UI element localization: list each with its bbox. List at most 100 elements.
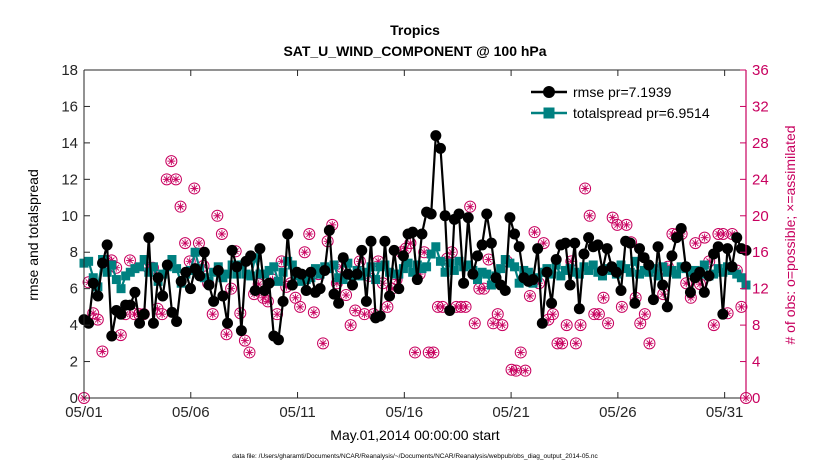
obs-count-point [464,200,477,213]
rmse-point [509,228,521,240]
totalspread-point [584,265,594,275]
rmse-point [194,270,206,282]
rmse-point [180,266,192,278]
obs-count-point [523,289,536,302]
obs-count-point [569,337,582,350]
obs-count-point [707,319,720,332]
totalspread-point [486,280,496,290]
obs-count-point [169,173,182,186]
rmse-point [634,243,646,255]
obs-count-point [123,254,136,267]
right-tick-label: 0 [752,390,760,407]
rmse-point [83,317,95,329]
totalspread-point [380,260,390,270]
rmse-point [374,310,386,322]
rmse-point [583,232,595,244]
totalspread-point [310,264,320,274]
rmse-point [504,212,516,224]
totalspread-point [588,260,598,270]
rmse-point [434,142,446,154]
totalspread-point [412,260,422,270]
rmse-point [328,288,340,300]
left-axis-ticks: 0 2 4 6 8 10 12 14 16 18 [61,62,90,407]
rmse-point [323,224,335,236]
totalspread-point [736,273,746,283]
obs-count-point [174,200,187,213]
rmse-point [721,243,733,255]
rmse-point [462,212,474,224]
obs-count-point [638,308,651,321]
obs-count-point [680,277,693,290]
rmse-point [379,235,391,247]
rmse-point [134,317,146,329]
obs-count-point [514,346,527,359]
totalspread-point [560,265,570,275]
rmse-point [513,241,525,253]
totalspread-point [667,265,677,275]
totalspread-point [662,267,672,277]
totalspread-point [440,267,450,277]
rmse-point [731,232,743,244]
obs-count-point [592,308,605,321]
obs-count-point [179,237,192,250]
rmse-point [527,274,539,286]
totalspread-point [394,269,404,279]
rmse-point [277,295,289,307]
rmse-point [226,244,238,256]
rmse-point [444,305,456,317]
rmse-point [231,261,243,273]
rmse-point [675,223,687,235]
totalspread-point [574,269,584,279]
obs-count-point [188,182,201,195]
totalspread-point [445,258,455,268]
rmse-point [717,308,729,320]
totalspread-point [223,269,233,279]
totalspread-point [93,282,103,292]
rmse-point [499,284,511,296]
rmse-point [143,232,155,244]
rmse-point [573,303,585,315]
legend-spread-marker [543,107,555,119]
rmse-point [319,264,331,276]
left-tick-label: 8 [70,244,78,261]
rmse-point [235,325,247,337]
rmse-point [615,284,627,296]
rmse-point [222,317,234,329]
rmse-point [305,266,317,278]
totalspread-point [116,284,126,294]
obs-count-point [243,346,256,359]
totalspread-point [435,256,445,266]
rmse-point [161,259,173,271]
rmse-point [212,264,224,276]
totalspread-point [672,269,682,279]
x-tick-label: 05/06 [172,404,210,421]
obs-count-point [519,364,532,377]
obs-count-point [560,319,573,332]
x-tick-label: 05/21 [492,404,530,421]
totalspread-point [431,242,441,252]
rmse-point [680,261,692,273]
rmse-point [592,239,604,251]
rmse-point [425,208,437,220]
totalspread-point [658,262,668,272]
rmse-point [314,283,326,295]
totalspread-point [107,260,117,270]
rmse-point [175,275,187,287]
obs-count-point [96,345,109,358]
rmse-point [596,264,608,276]
rmse-point [559,237,571,249]
totalspread-point [625,267,635,277]
rmse-point [360,295,372,307]
rmse-point [347,279,359,291]
rmse-point [217,290,229,302]
totalspread-point [621,264,631,274]
legend-rmse-marker [543,86,555,98]
totalspread-point [699,260,709,270]
rmse-point [467,268,479,280]
rmse-point [407,226,419,238]
totalspread-point [301,275,311,285]
totalspread-point [523,267,533,277]
left-tick-label: 6 [70,281,78,298]
left-axis-label: rmse and totalspread [25,169,41,301]
totalspread-point [477,267,487,277]
